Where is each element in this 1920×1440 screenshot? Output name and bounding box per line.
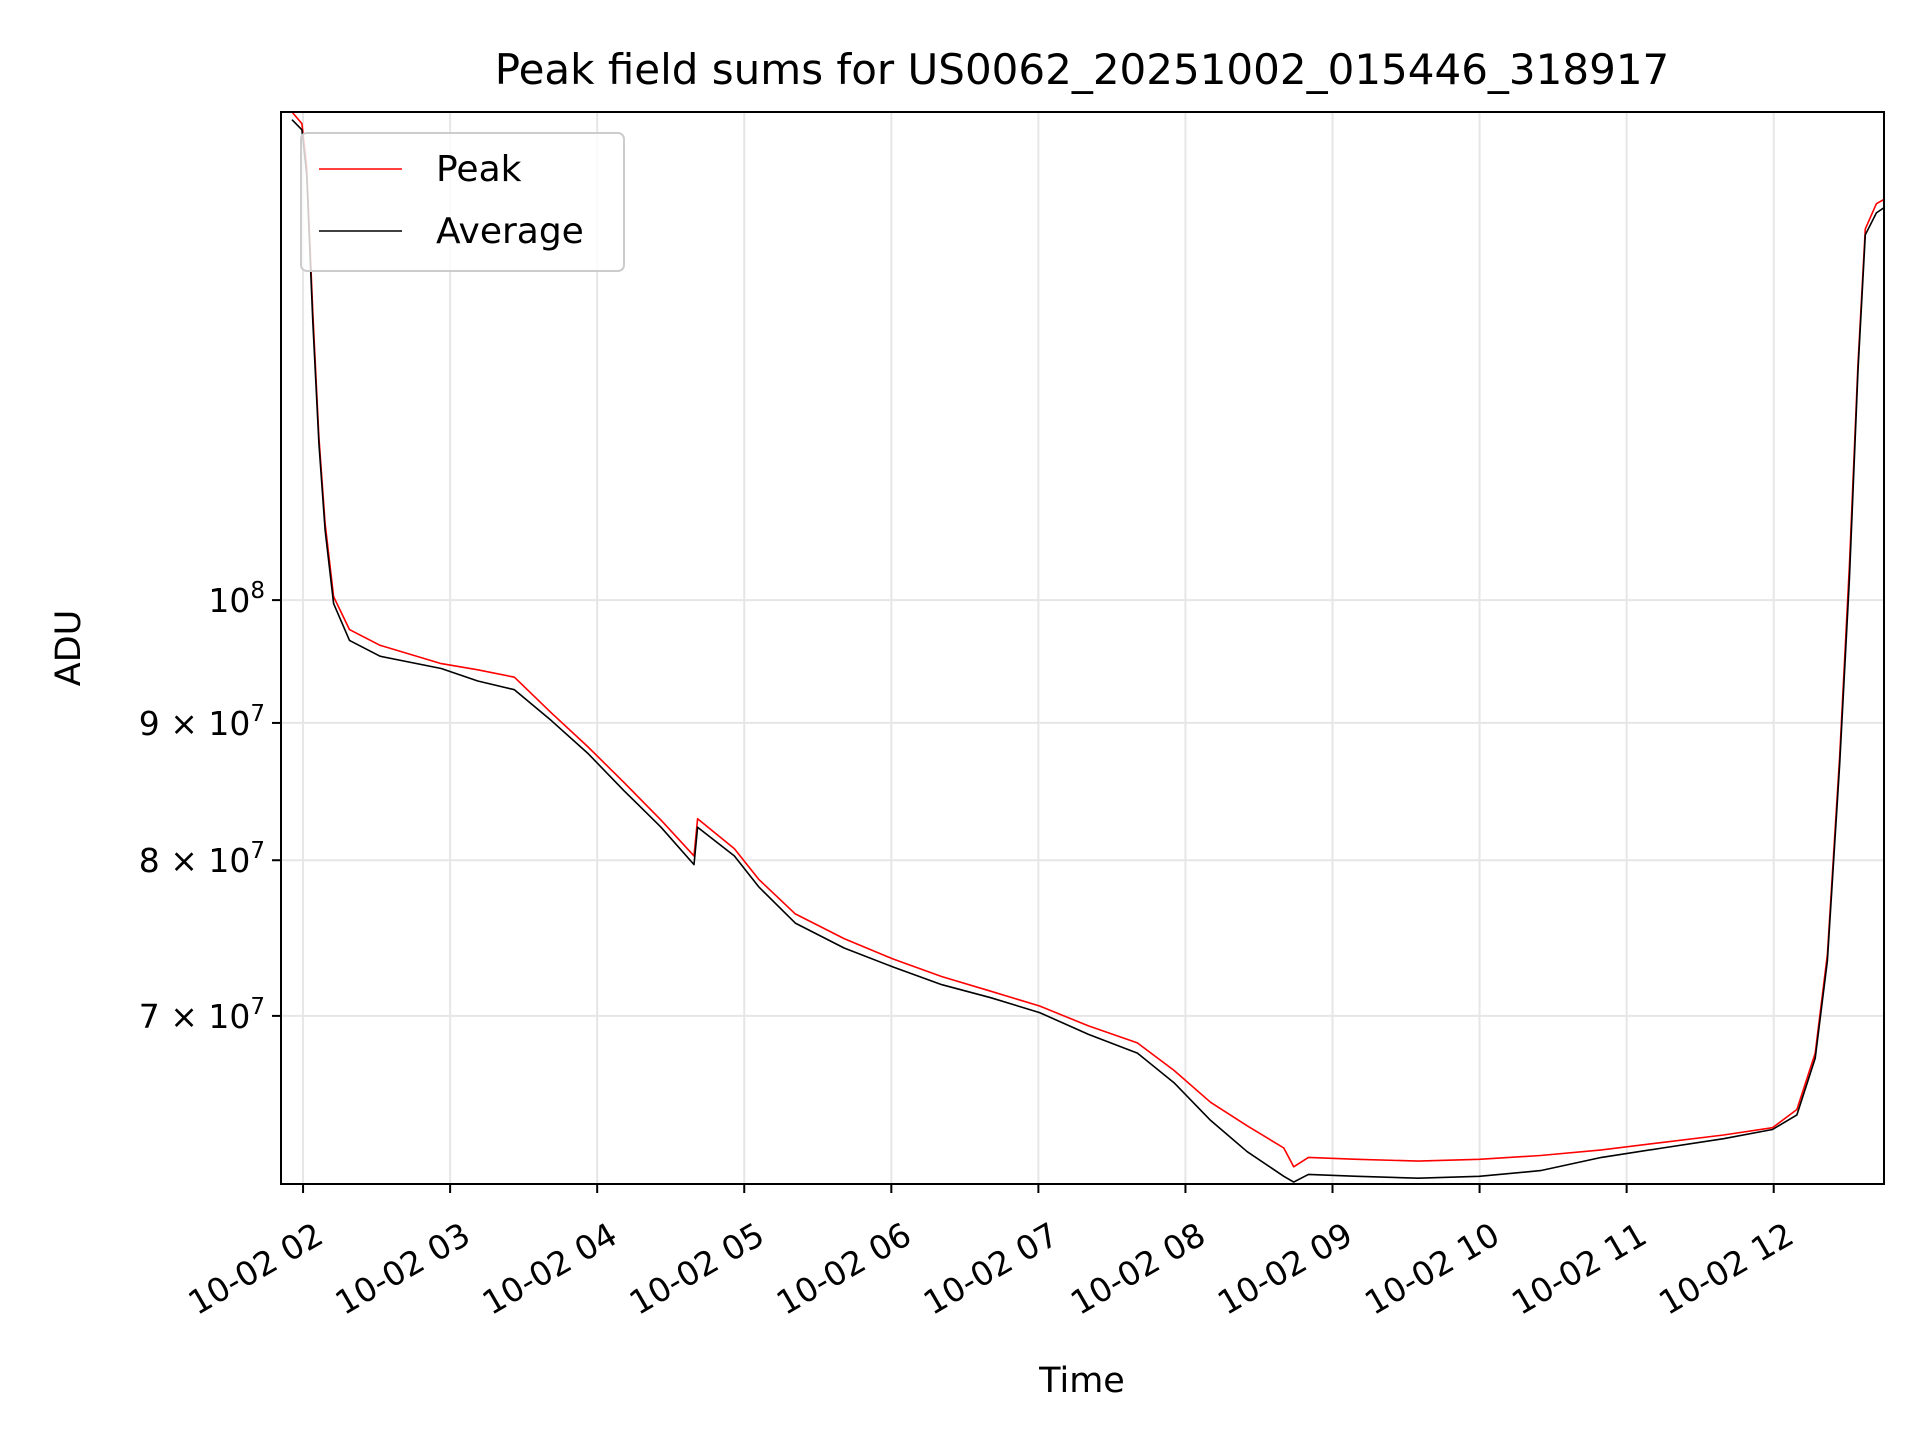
y-tick-label-exponent: 7 — [250, 701, 265, 727]
y-tick-label-exponent: 7 — [250, 994, 265, 1020]
y-tick-label-exponent: 8 — [250, 578, 265, 604]
x-axis-label: Time — [1038, 1361, 1125, 1401]
series-lines — [291, 112, 1884, 1183]
y-tick-label: 7 × 107 — [139, 994, 265, 1036]
y-tick-label-exponent: 7 — [250, 838, 265, 864]
y-axis-label: ADU — [49, 610, 89, 687]
plot-frame — [280, 111, 1885, 1185]
grid — [281, 112, 1884, 1184]
y-tick-label-base: 9 × 10 — [139, 704, 251, 743]
y-tick-label: 8 × 107 — [139, 838, 265, 880]
y-tick-label-base: 10 — [208, 581, 250, 620]
legend-box — [300, 132, 625, 272]
y-tick-label: 108 — [208, 578, 265, 620]
legend-label-peak: Peak — [436, 149, 522, 190]
y-tick-label-base: 7 × 10 — [139, 997, 251, 1036]
chart-title: Peak field sums for US0062_20251002_0154… — [495, 45, 1670, 94]
legend: Peak Average — [300, 132, 625, 272]
y-tick-label-base: 8 × 10 — [139, 841, 251, 880]
legend-label-average: Average — [436, 211, 584, 252]
series-line-peak — [291, 112, 1884, 1168]
series-line-average — [291, 119, 1884, 1183]
y-tick-label: 9 × 107 — [139, 701, 265, 743]
